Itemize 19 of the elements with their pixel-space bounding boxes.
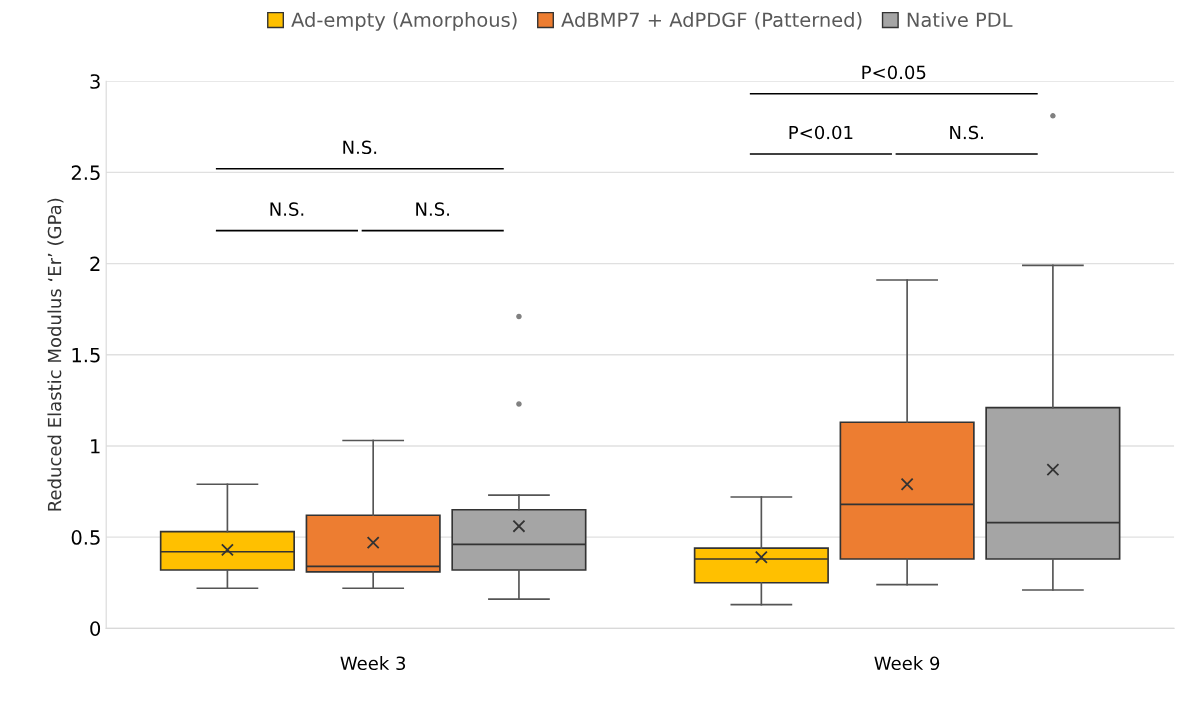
y-axis-title: Reduced Elastic Modulus ‘Er’ (GPa) [47, 198, 64, 511]
annotation: N.S. [270, 202, 304, 216]
y-tick-label: 0.5 [71, 530, 100, 545]
y-tick-label: 3 [90, 74, 100, 89]
text: P<0.05 [862, 65, 926, 80]
y-tick-label: 2 [90, 256, 100, 271]
annotation: N.S. [950, 125, 983, 140]
y-tick-label: 2.5 [71, 165, 100, 181]
y-tick-label: 1.5 [72, 347, 100, 363]
x-tick-label: Week 3 [340, 656, 406, 671]
legend-label: AdBMP7 + AdPDGF (Patterned) [561, 12, 862, 30]
annotation: N.S. [343, 140, 377, 155]
legend-label: Native PDL [907, 12, 1013, 28]
legend-label: Ad-empty (Amorphous) [291, 12, 517, 31]
annotation: N.S. [416, 202, 449, 216]
x-tick-label: Week 9 [874, 656, 940, 671]
y-tick-label: 1 [91, 439, 100, 454]
annotation: P<0.01 [789, 125, 853, 140]
y-tick-label: 0 [90, 621, 101, 636]
